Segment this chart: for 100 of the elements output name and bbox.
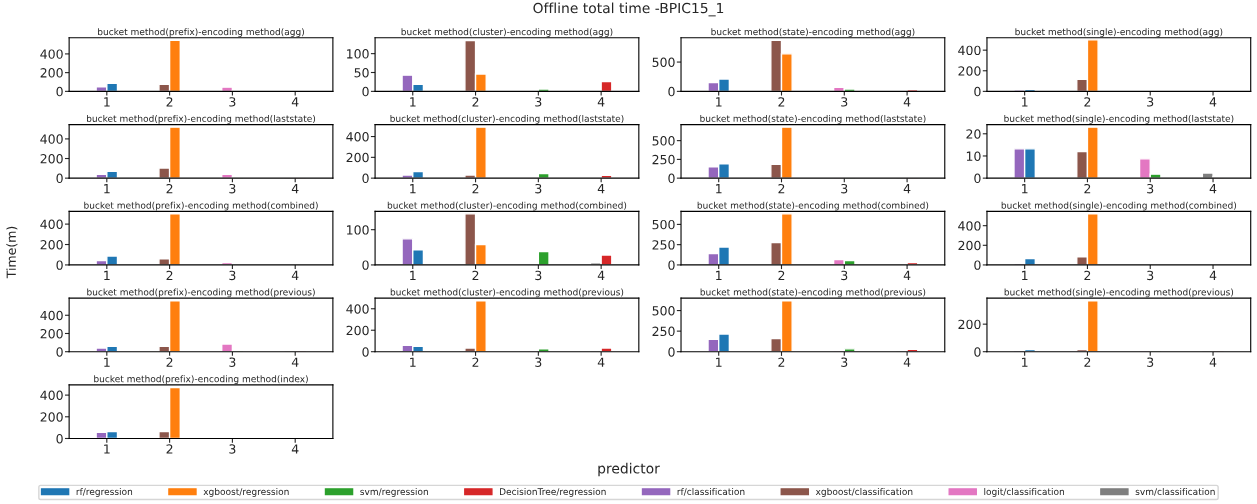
y-tick-label: 500 — [652, 306, 675, 316]
x-tick-label: 4 — [1209, 184, 1217, 194]
y-tick-label: 0 — [56, 347, 63, 357]
y-tick-label: 0 — [668, 347, 675, 357]
x-tick-label: 2 — [778, 183, 785, 194]
x-tick-label: 1 — [410, 184, 416, 194]
x-tick-label: 3 — [841, 357, 848, 367]
y-tick-label: 0 — [974, 173, 981, 184]
legend-label: xgboost/classification — [815, 488, 913, 497]
x-tick-label: 2 — [166, 357, 173, 367]
x-tick-label: 2 — [472, 270, 479, 280]
x-tick-label: 4 — [291, 270, 299, 280]
y-tick-label: 400 — [346, 304, 369, 314]
chart-title: bucket method(state)-encoding method(previous) — [700, 288, 926, 298]
chart-title: bucket method(cluster)-encoding method(previous) — [390, 288, 624, 298]
legend-label: svm/regression — [360, 488, 428, 497]
chart-title: bucket method(prefix)-encoding method(laststate) — [87, 114, 316, 124]
x-tick-label: 2 — [166, 270, 173, 280]
chart-title: bucket method(state)-encoding method(laststate) — [700, 114, 926, 124]
x-tick-label: 1 — [410, 357, 416, 367]
x-tick-label: 4 — [903, 357, 911, 367]
y-tick-label: 20 — [966, 129, 981, 139]
chart-title: bucket method(prefix)-encoding method(combined) — [84, 201, 318, 211]
y-tick-label: 200 — [40, 154, 63, 164]
x-tick-label: 3 — [535, 183, 542, 194]
y-tick-label: 400 — [40, 310, 63, 321]
chart-title: bucket method(single)-encoding method(previous) — [1004, 288, 1234, 298]
x-tick-label: 1 — [716, 97, 722, 107]
y-tick-label: 200 — [40, 328, 63, 339]
y-tick-label: 400 — [40, 134, 63, 144]
y-tick-label: 0 — [56, 433, 63, 444]
x-tick-label: 3 — [841, 97, 848, 107]
x-tick-label: 3 — [229, 97, 236, 107]
x-tick-label: 1 — [1022, 357, 1028, 367]
x-tick-label: 1 — [1022, 184, 1028, 194]
x-tick-label: 4 — [291, 184, 299, 194]
x-tick-label: 3 — [841, 183, 848, 194]
chart-title: bucket method(prefix)-encoding method(previous) — [87, 288, 315, 298]
x-tick-label: 4 — [597, 270, 605, 280]
text: Offline total time -BPIC15_1 — [533, 2, 724, 17]
x-tick-label: 1 — [104, 444, 110, 454]
x-tick-label: 3 — [535, 97, 542, 107]
x-tick-label: 4 — [597, 97, 605, 107]
x-tick-label: 4 — [903, 97, 911, 107]
legend-label: rf/regression — [76, 488, 133, 497]
y-tick-label: 200 — [346, 325, 369, 336]
x-tick-label: 1 — [104, 97, 110, 107]
y-tick-label: 0 — [974, 86, 981, 97]
x-tick-label: 3 — [1147, 97, 1154, 107]
y-tick-label: 100 — [347, 49, 369, 59]
x-tick-label: 4 — [903, 184, 911, 194]
x-tick-label: 1 — [716, 184, 722, 194]
x-tick-label: 2 — [166, 444, 173, 454]
y-tick-label: 200 — [958, 66, 981, 76]
x-tick-label: 3 — [229, 444, 236, 454]
x-tick-label: 2 — [166, 183, 173, 194]
x-tick-label: 1 — [1022, 270, 1028, 280]
chart-title: bucket method(prefix)-encoding method(agg) — [98, 28, 304, 37]
x-tick-label: 4 — [903, 270, 911, 280]
y-tick-label: 200 — [40, 239, 63, 250]
x-tick-label: 2 — [778, 270, 785, 280]
x-tick-label: 3 — [1147, 183, 1154, 194]
x-tick-label: 4 — [291, 357, 299, 367]
x-tick-label: 4 — [1209, 97, 1217, 107]
chart-title: bucket method(cluster)-encoding method(combined) — [387, 201, 627, 211]
x-tick-label: 1 — [104, 357, 110, 367]
y-tick-label: 0 — [974, 347, 981, 357]
x-tick-label: 3 — [229, 183, 236, 194]
y-tick-label: 0 — [668, 173, 675, 184]
chart-title: bucket method(single)-encoding method(combined) — [1001, 201, 1237, 211]
legend-label: DecisionTree/regression — [500, 488, 606, 497]
x-tick-label: 1 — [410, 270, 416, 280]
chart-title: bucket method(state)-encoding method(combined) — [697, 201, 929, 211]
x-tick-label: 2 — [1084, 97, 1091, 107]
y-tick-label: 200 — [958, 319, 981, 330]
y-axis-title: Time(m) — [6, 226, 18, 279]
y-tick-label: 200 — [346, 152, 369, 163]
x-tick-label: 3 — [229, 270, 236, 281]
y-tick-label: 250 — [652, 154, 675, 165]
y-tick-label: 50 — [354, 67, 369, 78]
x-tick-label: 3 — [535, 270, 542, 281]
x-tick-label: 4 — [1209, 357, 1217, 367]
y-tick-label: 0 — [56, 260, 63, 270]
y-tick-label: 200 — [958, 240, 981, 251]
chart-title: bucket method(prefix)-encoding method(index) — [94, 375, 308, 385]
x-tick-label: 1 — [1022, 97, 1028, 107]
y-tick-label: 0 — [362, 260, 369, 270]
legend-label: rf/classification — [677, 488, 745, 496]
x-tick-label: 4 — [291, 97, 299, 107]
y-tick-label: 500 — [652, 57, 675, 67]
x-tick-label: 1 — [104, 270, 110, 280]
chart-title: bucket method(single)-encoding method(agg) — [1015, 28, 1223, 37]
x-tick-label: 2 — [1084, 270, 1091, 280]
y-tick-label: 0 — [362, 173, 369, 184]
chart-title: bucket method(cluster)-encoding method(laststate) — [390, 114, 624, 124]
x-tick-label: 3 — [535, 357, 542, 367]
x-tick-label: 2 — [472, 183, 479, 194]
y-tick-label: 400 — [958, 45, 981, 56]
x-tick-label: 4 — [597, 184, 605, 194]
x-tick-label: 2 — [778, 357, 785, 367]
